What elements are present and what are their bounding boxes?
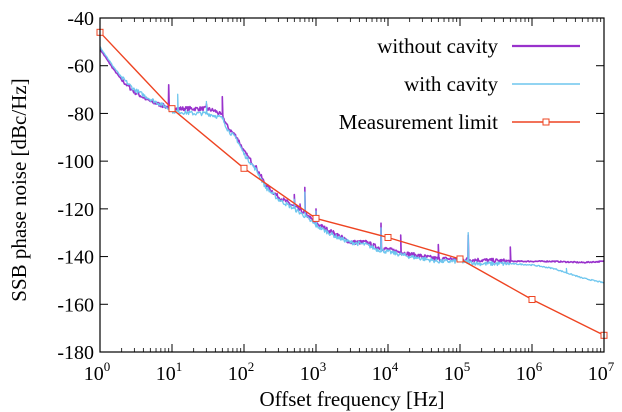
legend: without cavity with cavity Measurement lim… [339, 34, 580, 134]
legend-label: Measurement limit [339, 110, 498, 134]
y-tick-label: -100 [57, 151, 94, 173]
x-tick-label: 104 [372, 359, 399, 385]
data-point-marker [240, 164, 248, 172]
data-point-marker [312, 214, 320, 222]
x-tick-label: 101 [156, 359, 183, 385]
series-line [99, 31, 605, 336]
x-tick-label: 103 [300, 359, 327, 385]
series-measurement-limit [96, 28, 608, 339]
data-point-marker [168, 105, 176, 113]
data-point-marker [384, 233, 392, 241]
plot-frame [99, 17, 605, 353]
axis-ticks: 100 101 102 103 104 105 106 107 -40 -60 -80 -100 -12… [57, 8, 614, 385]
y-axis-label: SSB phase noise [dBc/Hz] [7, 78, 31, 301]
y-tick-label: -120 [57, 199, 94, 221]
plot-area-border [99, 17, 605, 353]
x-tick-label: 107 [588, 359, 615, 385]
data-point-marker [528, 296, 536, 304]
legend-marker [542, 118, 550, 126]
legend-label: without cavity [377, 34, 498, 58]
x-tick-label: 100 [84, 359, 111, 385]
y-tick-label: -60 [67, 56, 94, 78]
series-line [99, 48, 605, 265]
y-tick-label: -140 [57, 247, 94, 269]
x-tick-label: 106 [516, 359, 543, 385]
y-tick-label: -180 [57, 342, 94, 364]
data-point-marker [456, 255, 464, 263]
x-axis-label: Offset frequency [Hz] [259, 387, 444, 411]
x-tick-label: 102 [228, 359, 255, 385]
series-curves [96, 28, 608, 339]
y-tick-label: -160 [57, 294, 94, 316]
y-tick-label: -40 [67, 8, 94, 30]
series-without-cavity [99, 48, 605, 265]
series-with-cavity [99, 46, 605, 284]
y-tick-label: -80 [67, 103, 94, 125]
legend-label: with cavity [404, 72, 498, 96]
x-tick-label: 105 [444, 359, 471, 385]
series-line [99, 46, 605, 284]
